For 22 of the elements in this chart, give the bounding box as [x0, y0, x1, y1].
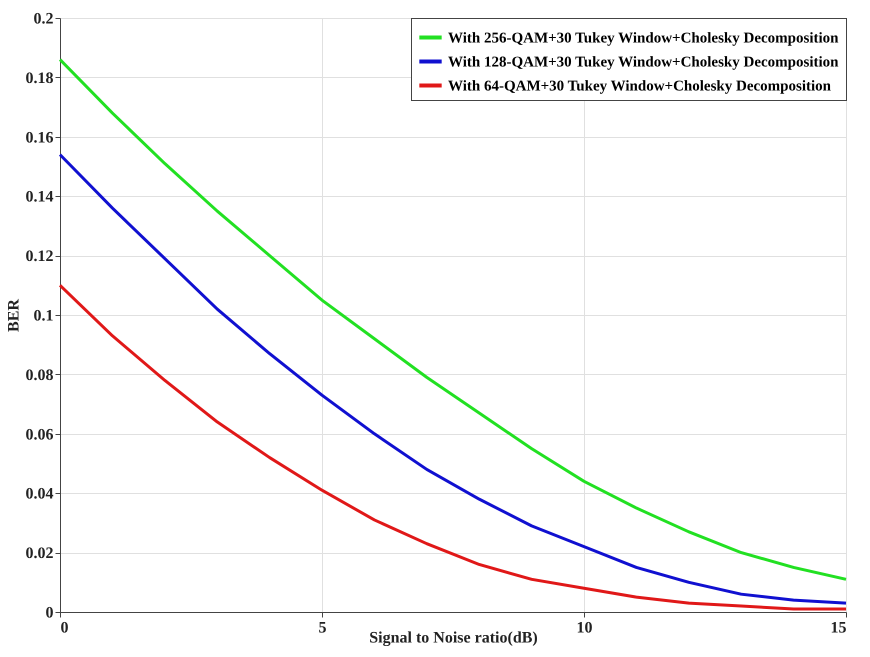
y-tick-label: 0.2 — [34, 10, 54, 28]
legend-label: With 64-QAM+30 Tukey Window+Cholesky Decomposition — [448, 78, 832, 94]
legend-label: With 256-QAM+30 Tukey Window+Cholesky Decomposition — [448, 30, 840, 46]
y-tick-label: 0.08 — [26, 366, 54, 384]
y-tick-label: 0.04 — [26, 486, 54, 503]
x-tick-label: 15 — [830, 620, 846, 636]
y-tick-label: 0 — [46, 604, 54, 622]
y-tick-label: 0.14 — [26, 188, 54, 206]
x-tick-label: 5 — [318, 620, 326, 636]
x-axis-title: Signal to Noise ratio(dB) — [369, 630, 538, 646]
y-tick-label: 0.12 — [26, 248, 54, 266]
y-tick-label: 0.16 — [26, 129, 54, 146]
y-tick-label: 0.06 — [26, 426, 54, 444]
y-tick-label: 0.1 — [34, 308, 54, 324]
y-tick-label: 0.02 — [26, 545, 54, 562]
x-tick-label: 10 — [576, 620, 592, 636]
x-tick-label: 0 — [60, 620, 68, 636]
legend-label: With 128-QAM+30 Tukey Window+Cholesky Decomposition — [448, 54, 840, 70]
line-series — [58, 153, 848, 605]
line-series — [58, 58, 848, 581]
y-axis-title: BER — [6, 298, 22, 332]
y-tick-label: 0.18 — [26, 70, 54, 87]
